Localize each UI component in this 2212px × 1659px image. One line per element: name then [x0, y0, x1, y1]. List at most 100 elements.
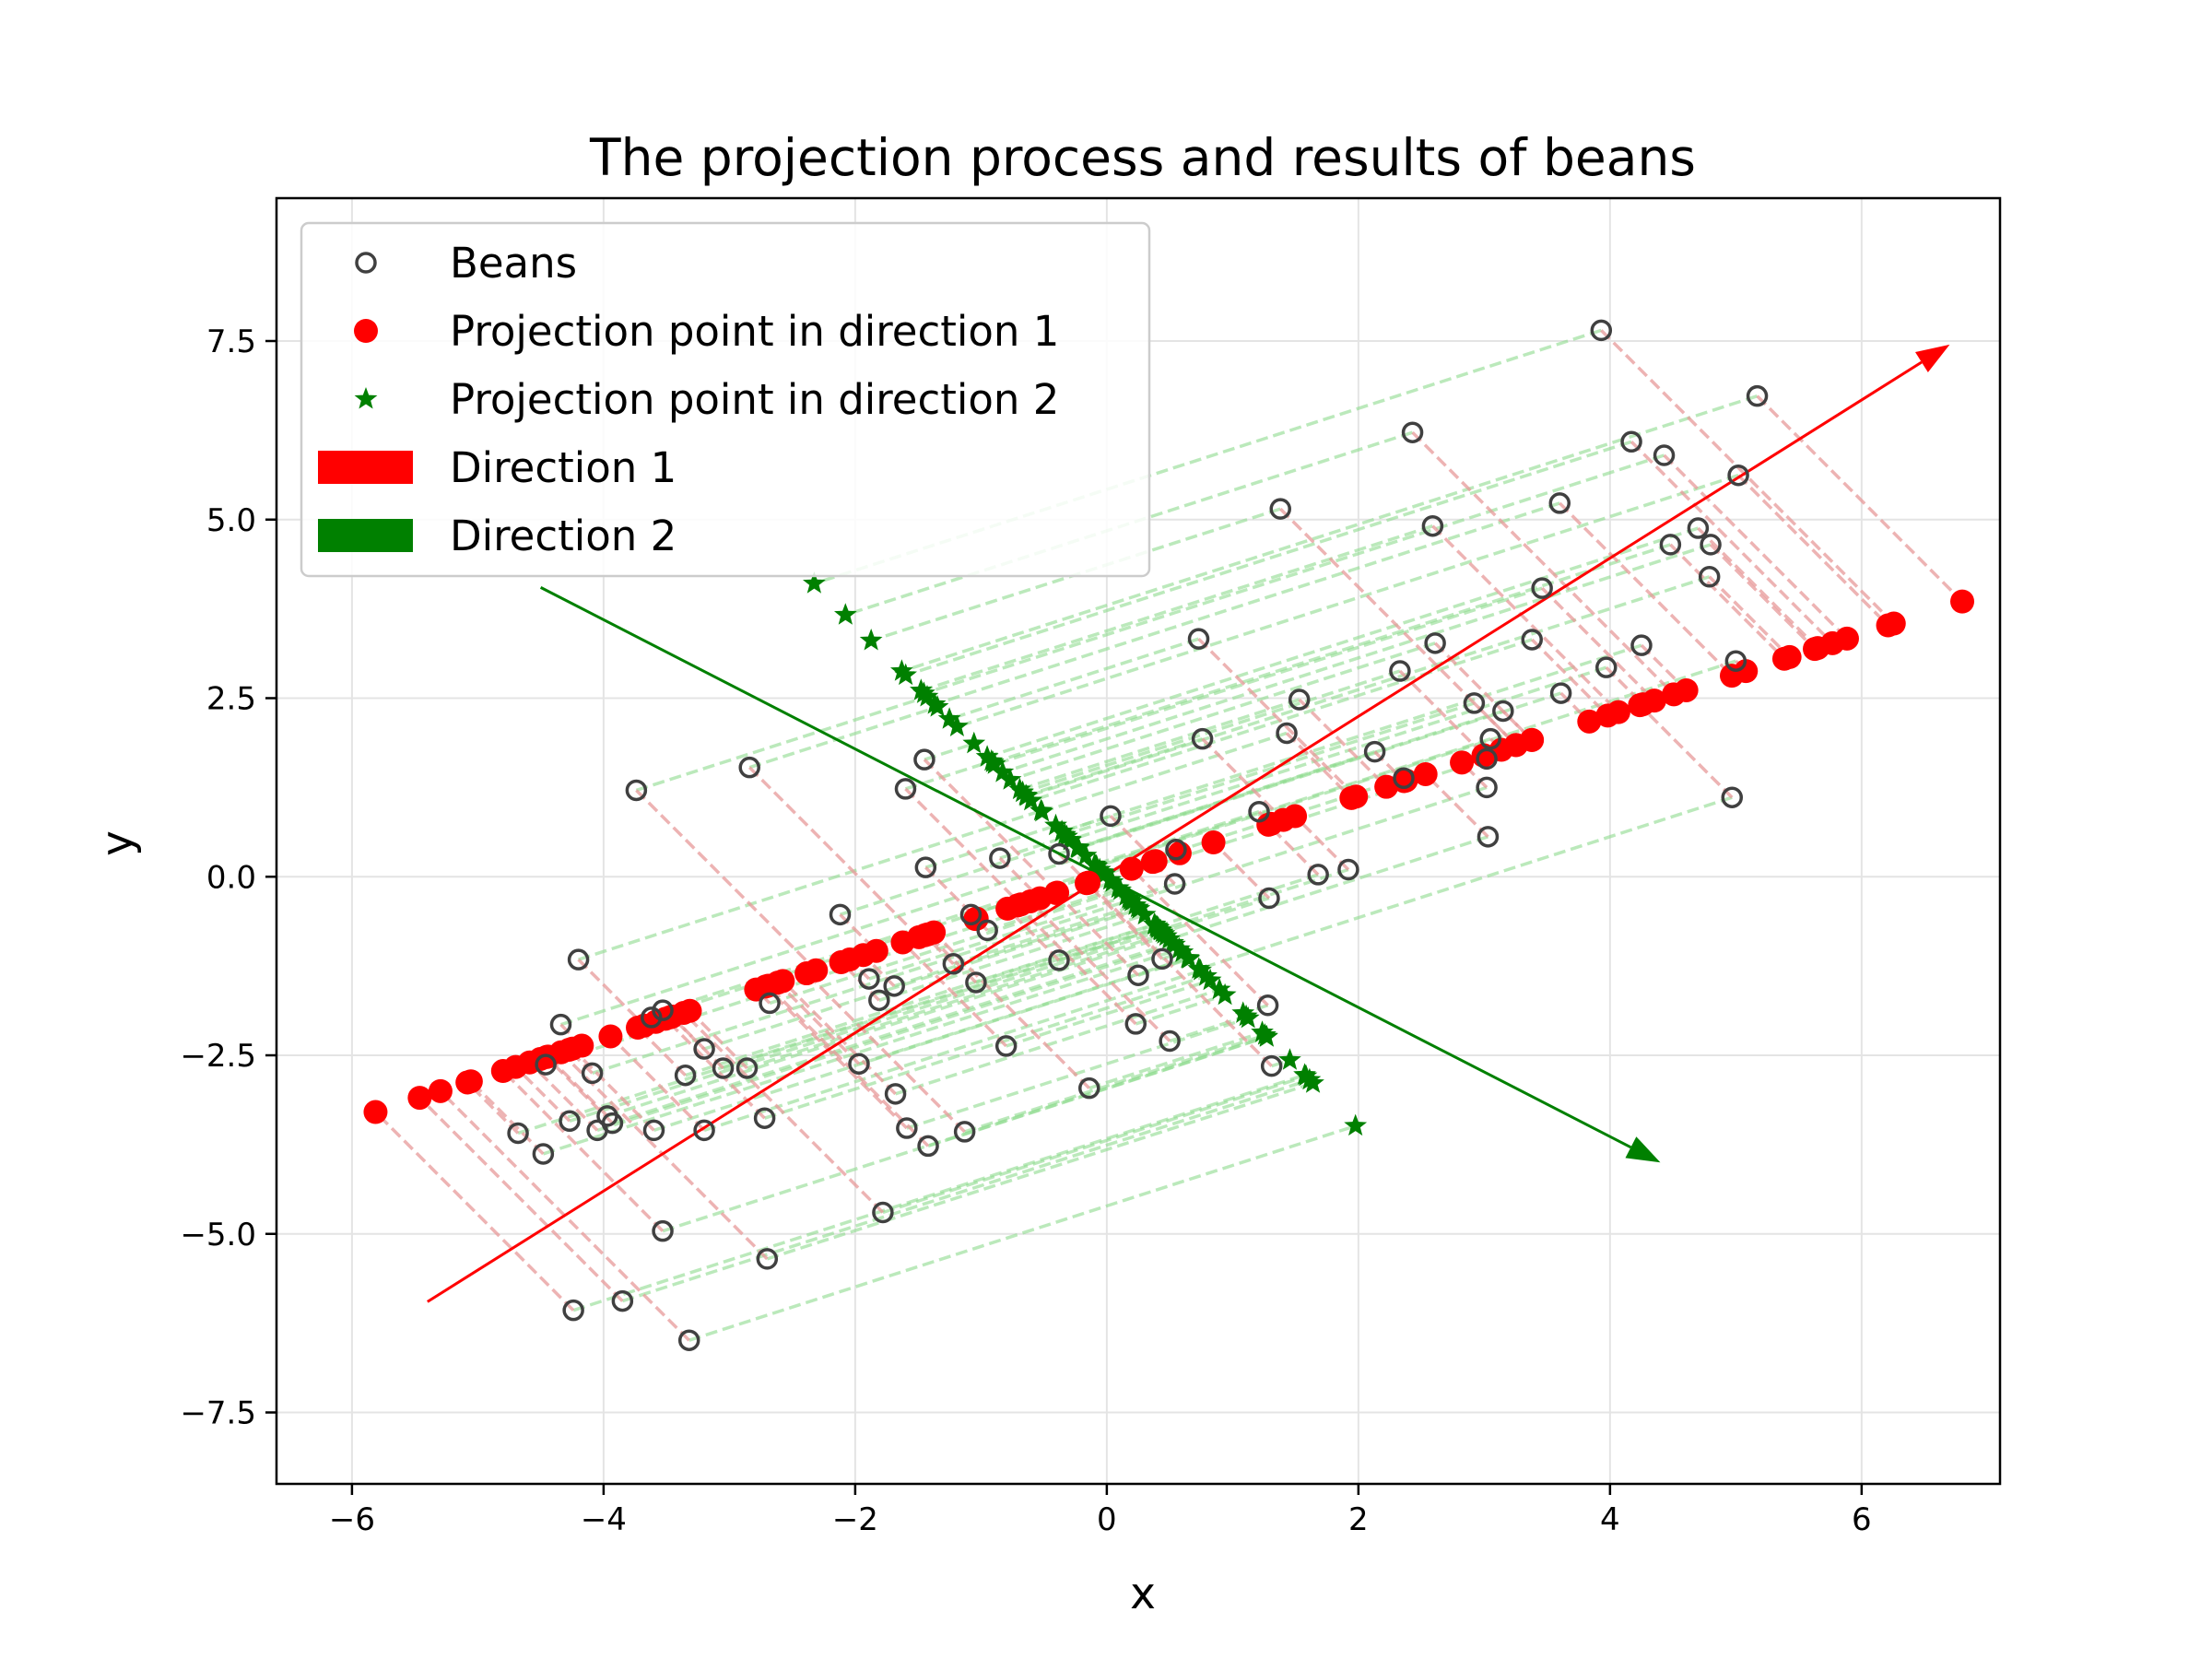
projection-point-1 [1450, 750, 1475, 775]
projection-point-1 [756, 973, 781, 998]
direction-2-arrow-shaft [539, 586, 1632, 1149]
projection-line-2 [1131, 785, 1488, 903]
projection-line-2 [986, 526, 1699, 759]
projection-star-2 [1207, 977, 1231, 1000]
bean-point [976, 919, 998, 942]
projection-line-2 [1026, 575, 1711, 798]
projection-line-1 [1540, 586, 1656, 702]
projection-star-2 [910, 678, 933, 700]
projection-star-2 [1176, 946, 1200, 969]
projection-line-1 [1029, 900, 1171, 1042]
projection-point-1 [1520, 727, 1545, 752]
projection-point-1 [428, 1078, 453, 1103]
projection-line-2 [1002, 543, 1712, 774]
y-tick-label: 7.5 [206, 324, 256, 360]
projection-line-1 [1285, 732, 1353, 800]
projection-line-2 [1025, 737, 1204, 797]
projection-line-2 [662, 1035, 1267, 1233]
projection-star-2 [1066, 835, 1089, 858]
bean-point [1127, 964, 1149, 986]
bean-point [1687, 517, 1710, 539]
projection-line-1 [1279, 507, 1518, 747]
projection-point-1 [1201, 830, 1226, 855]
projection-line-1 [571, 1047, 655, 1132]
bean-point [586, 1119, 608, 1142]
projection-star-2 [1044, 813, 1067, 836]
projection-point-1 [1119, 856, 1144, 881]
bean-point [1258, 887, 1280, 910]
bean-point [581, 1062, 604, 1085]
projection-star-2 [1100, 870, 1124, 892]
projection-star-2 [1189, 959, 1212, 981]
projection-line-1 [1530, 638, 1609, 717]
projection-line-1 [1293, 815, 1350, 871]
bean-point [507, 1122, 529, 1145]
projection-line-1 [1424, 772, 1489, 839]
projection-line-1 [1373, 750, 1406, 782]
projection-line-1 [901, 941, 1007, 1048]
projection-star-2 [1168, 936, 1191, 959]
direction-2-arrow [539, 586, 1661, 1163]
projection-star-2 [890, 659, 913, 681]
projection-line-1 [1630, 441, 1834, 645]
projection-line-1 [1212, 841, 1271, 900]
bean-point [1590, 319, 1613, 342]
projection-line-1 [747, 766, 921, 939]
projection-line-2 [1169, 835, 1488, 941]
bean-point [942, 953, 965, 975]
projection-line-2 [769, 888, 1122, 1006]
projection-line-2 [1088, 1030, 1264, 1090]
bean-point [1421, 514, 1444, 537]
bean-point [1477, 826, 1500, 848]
projection-line-1 [1709, 543, 1817, 651]
projection-line-2 [1064, 701, 1475, 837]
bean-point [1476, 747, 1498, 771]
projection-line-1 [1736, 474, 1889, 627]
projection-line-1 [1054, 891, 1140, 977]
projection-line-2 [1159, 867, 1349, 932]
projection-line-2 [746, 932, 1165, 1070]
bean-point [625, 779, 648, 802]
projection-line-1 [1201, 737, 1285, 821]
projection-line-2 [1094, 810, 1260, 866]
projection-star-2 [1118, 888, 1142, 911]
bean-point [1724, 650, 1747, 672]
bean-point [674, 1064, 697, 1087]
projection-point-1 [1413, 761, 1438, 786]
projection-line-1 [764, 985, 909, 1130]
projection-point-1 [490, 1059, 515, 1084]
projection-star-2 [859, 629, 883, 651]
bean-point [1124, 1013, 1147, 1035]
bean-point [994, 1035, 1018, 1057]
projection-line-1 [1411, 430, 1676, 696]
projection-line-2 [1006, 979, 1211, 1048]
projection-line-2 [934, 501, 1560, 706]
legend-marker-direction-1 [318, 451, 413, 484]
projection-point-1 [598, 1024, 623, 1049]
projection-point-1 [1595, 703, 1620, 728]
x-tick-label: −4 [581, 1501, 627, 1538]
projection-line-1 [1085, 882, 1164, 960]
bean-point [913, 748, 935, 771]
bean-point [1653, 444, 1676, 466]
legend-marker-beans [355, 252, 377, 274]
projection-line-2 [569, 929, 1161, 1123]
direction-1-arrow-shaft [426, 360, 1923, 1303]
bean-point [959, 903, 982, 926]
projection-star-2 [1254, 1024, 1278, 1047]
projection-line-1 [782, 980, 897, 1096]
bean-point [642, 1119, 665, 1142]
ticks: −6 −4 −2 0 2 4 6 −7.5 −5.0 −2.5 0.0 2.5 5.0 7.5 [180, 324, 1871, 1538]
projection-line-1 [682, 1011, 885, 1214]
bean-point [1721, 786, 1744, 808]
projection-point-1 [1834, 626, 1859, 651]
projection-star-2 [894, 663, 917, 686]
projection-star-2 [803, 571, 826, 594]
bean-point [1269, 498, 1291, 520]
projection-star-2 [1143, 912, 1166, 935]
projection-line-2 [994, 586, 1543, 766]
projection-line-1 [374, 1111, 575, 1312]
x-tick-label: 0 [1097, 1501, 1117, 1538]
projection-star-2 [1083, 853, 1107, 875]
